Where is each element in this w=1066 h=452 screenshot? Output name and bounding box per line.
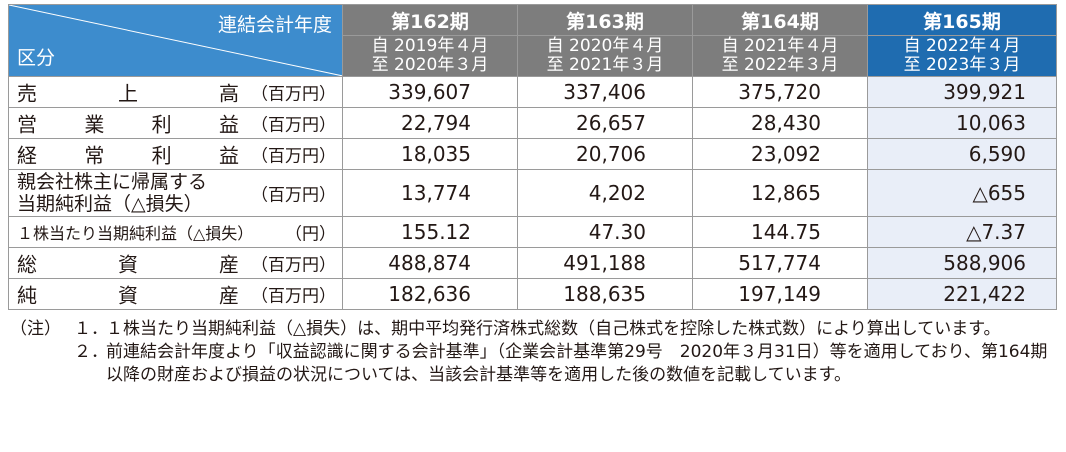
table-cell: 339,607 (342, 76, 518, 108)
table-row-net-income: 親会社株主に帰属する 当期純利益（△損失） （百万円） 13,774 4,202… (8, 169, 1057, 217)
footnote-number: １． (74, 319, 108, 339)
table-cell: 47.30 (517, 216, 693, 248)
table-cell: 517,774 (692, 247, 868, 279)
table-cell: 10,063 (867, 107, 1057, 139)
table-row-net-assets: 純資産 （百万円） 182,636 188,635 197,149 221,42… (8, 278, 1057, 310)
fiscal-year-label: 連結会計年度 (217, 14, 332, 36)
table-cell: 491,188 (517, 247, 693, 279)
table-cell: 188,635 (517, 278, 693, 310)
table-cell: 337,406 (517, 76, 693, 108)
row-label: 親会社株主に帰属する 当期純利益（△損失） （百万円） (8, 169, 343, 217)
table-cell: 12,865 (692, 169, 868, 217)
diagonal-line (9, 5, 342, 76)
period-165-dates: 自 2022年４月至 2023年３月 (867, 35, 1057, 77)
table-cell: 588,906 (867, 247, 1057, 279)
row-label: 経常利益 （百万円） (8, 138, 343, 170)
table-row-ordinary-profit: 経常利益 （百万円） 18,035 20,706 23,092 6,590 (8, 138, 1057, 170)
footnote-2: ２． 前連結会計年度より「収益認識に関する会計基準」（企業会計基準第29号 20… (10, 341, 1060, 387)
header-row-dates: 自 2019年４月至 2020年３月 自 2020年４月至 2021年３月 自 … (9, 35, 1057, 77)
footnotes: （注） １． １株当たり当期純利益（△損失）は、期中平均発行済株式総数（自己株式… (10, 318, 1060, 387)
table-cell: 399,921 (867, 76, 1057, 108)
row-label: 純資産 （百万円） (8, 278, 343, 310)
header-corner-cell: 連結会計年度 区分 (8, 4, 343, 77)
period-164-header: 第164期 (692, 4, 868, 36)
table-cell: 22,794 (342, 107, 518, 139)
row-label: 総資産 （百万円） (8, 247, 343, 279)
financial-summary-table: 連結会計年度 区分 第162期 第163期 第164期 第165期 自 2019… (8, 4, 1057, 310)
table-row-eps: １株当たり当期純利益（△損失） （円） 155.12 47.30 144.75 … (8, 216, 1057, 248)
table-cell: 20,706 (517, 138, 693, 170)
footnote-text: 前連結会計年度より「収益認識に関する会計基準」（企業会計基準第29号 2020年… (106, 342, 1048, 385)
table-row-operating-profit: 営業利益 （百万円） 22,794 26,657 28,430 10,063 (8, 107, 1057, 139)
row-label: 売上高 （百万円） (8, 76, 343, 108)
table-cell: 155.12 (342, 216, 518, 248)
row-label: 営業利益 （百万円） (8, 107, 343, 139)
table-cell: 28,430 (692, 107, 868, 139)
period-163-header: 第163期 (517, 4, 693, 36)
table-cell: 144.75 (692, 216, 868, 248)
period-163-dates: 自 2020年４月至 2021年３月 (517, 35, 693, 77)
period-162-header: 第162期 (342, 4, 518, 36)
period-162-dates: 自 2019年４月至 2020年３月 (342, 35, 518, 77)
table-cell: 6,590 (867, 138, 1057, 170)
category-label: 区分 (17, 47, 56, 69)
footnote-prefix: （注） (10, 319, 61, 339)
table-cell: 197,149 (692, 278, 868, 310)
table-cell: 13,774 (342, 169, 518, 217)
footnote-1: （注） １． １株当たり当期純利益（△損失）は、期中平均発行済株式総数（自己株式… (10, 318, 1060, 341)
footnote-number: ２． (74, 342, 108, 362)
period-165-header: 第165期 (867, 4, 1057, 36)
period-164-dates: 自 2021年４月至 2022年３月 (692, 35, 868, 77)
table-cell: △7.37 (867, 216, 1057, 248)
table-row-total-assets: 総資産 （百万円） 488,874 491,188 517,774 588,90… (8, 247, 1057, 279)
table-cell: △655 (867, 169, 1057, 217)
table-cell: 221,422 (867, 278, 1057, 310)
row-label: １株当たり当期純利益（△損失） （円） (8, 216, 343, 248)
table-cell: 4,202 (517, 169, 693, 217)
header-row-period: 連結会計年度 区分 第162期 第163期 第164期 第165期 (8, 4, 1057, 77)
table-cell: 18,035 (342, 138, 518, 170)
table-row-net-sales: 売上高 （百万円） 339,607 337,406 375,720 399,92… (8, 76, 1057, 108)
table-cell: 182,636 (342, 278, 518, 310)
table-cell: 375,720 (692, 76, 868, 108)
footnote-text: １株当たり当期純利益（△損失）は、期中平均発行済株式総数（自己株式を控除した株式… (106, 319, 1001, 339)
table-cell: 26,657 (517, 107, 693, 139)
table-cell: 488,874 (342, 247, 518, 279)
table-cell: 23,092 (692, 138, 868, 170)
